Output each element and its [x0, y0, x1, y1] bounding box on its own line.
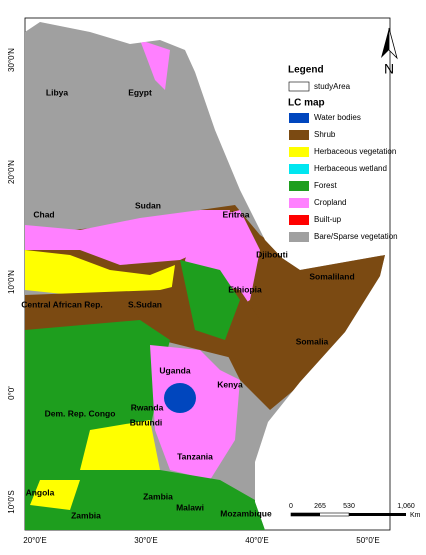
country-label: Djibouti	[256, 249, 288, 259]
scale-label: 0	[289, 503, 293, 510]
legend-label: studyArea	[314, 82, 351, 91]
scale-label: 265	[314, 503, 326, 510]
legend-swatch	[289, 164, 309, 174]
country-label: S.Sudan	[128, 299, 162, 309]
country-label: Libya	[46, 87, 68, 97]
scale-bar: 0 265 530 1,060 Km	[289, 503, 421, 519]
scale-unit: Km	[410, 512, 421, 519]
lon-label: 40°0'E	[245, 536, 268, 545]
country-label: Angola	[26, 487, 55, 497]
scale-segment	[291, 513, 320, 516]
legend-swatch	[289, 113, 309, 123]
country-label: Dem. Rep. Congo	[45, 408, 116, 418]
lat-label: 0°0'	[7, 386, 16, 400]
land-cover	[25, 22, 385, 530]
country-label: Eritrea	[223, 209, 250, 219]
scale-label: 530	[343, 503, 355, 510]
legend-swatch	[289, 215, 309, 225]
country-label: Tanzania	[177, 451, 213, 461]
country-label: Central African Rep.	[21, 299, 102, 309]
scale-label: 1,060	[397, 503, 415, 510]
legend-label: Cropland	[314, 198, 346, 207]
legend-swatch	[289, 198, 309, 208]
legend-swatch	[289, 232, 309, 242]
country-label: Egypt	[128, 87, 152, 97]
legend-label: Herbaceous vegetation	[314, 147, 396, 156]
legend-label: Bare/Sparse vegetation	[314, 232, 398, 241]
country-label: Somaliland	[309, 271, 354, 281]
country-label: Mozambique	[220, 508, 272, 518]
lon-label: 30°0'E	[134, 536, 157, 545]
north-arrow: N	[381, 27, 398, 77]
lon-label: 20°0'E	[23, 536, 46, 545]
country-label: Somalia	[296, 336, 329, 346]
country-label: Malawi	[176, 502, 204, 512]
legend-subtitle: LC map	[288, 98, 325, 109]
country-labels: Libya Egypt Sudan Chad Eritrea Djibouti Somali…	[21, 87, 354, 520]
legend-label: Shrub	[314, 130, 336, 139]
legend-label: Herbaceous wetland	[314, 164, 387, 173]
country-label: Ethiopia	[228, 284, 262, 294]
lon-label: 50°0'E	[356, 536, 379, 545]
country-label: Zambia	[143, 491, 173, 501]
scale-segment	[349, 513, 406, 516]
legend: Legend studyArea LC map Water bodies Shrub He…	[288, 65, 398, 242]
legend-label: Water bodies	[314, 113, 361, 122]
legend-swatch	[288, 81, 310, 92]
lat-label: 10°0'N	[7, 270, 16, 294]
country-label: Burundi	[130, 417, 163, 427]
lat-label: 30°0'N	[7, 48, 16, 72]
legend-title: Legend	[288, 65, 324, 76]
legend-swatch	[289, 147, 309, 157]
country-label: Rwanda	[131, 402, 164, 412]
country-label: Chad	[33, 209, 54, 219]
lat-label: 10°0'S	[7, 490, 16, 513]
country-label: Kenya	[217, 379, 243, 389]
legend-label: Built-up	[314, 215, 342, 224]
legend-swatch	[289, 181, 309, 191]
country-label: Sudan	[135, 200, 161, 210]
north-label: N	[384, 61, 394, 77]
graticule-labels: 30°0'N 20°0'N 10°0'N 0°0' 10°0'S 20°0'E 30°0'E…	[7, 48, 380, 545]
country-label: Zambia	[71, 510, 101, 520]
country-label: Uganda	[159, 365, 190, 375]
legend-label: Forest	[314, 181, 337, 190]
legend-swatch	[289, 130, 309, 140]
lat-label: 20°0'N	[7, 160, 16, 184]
